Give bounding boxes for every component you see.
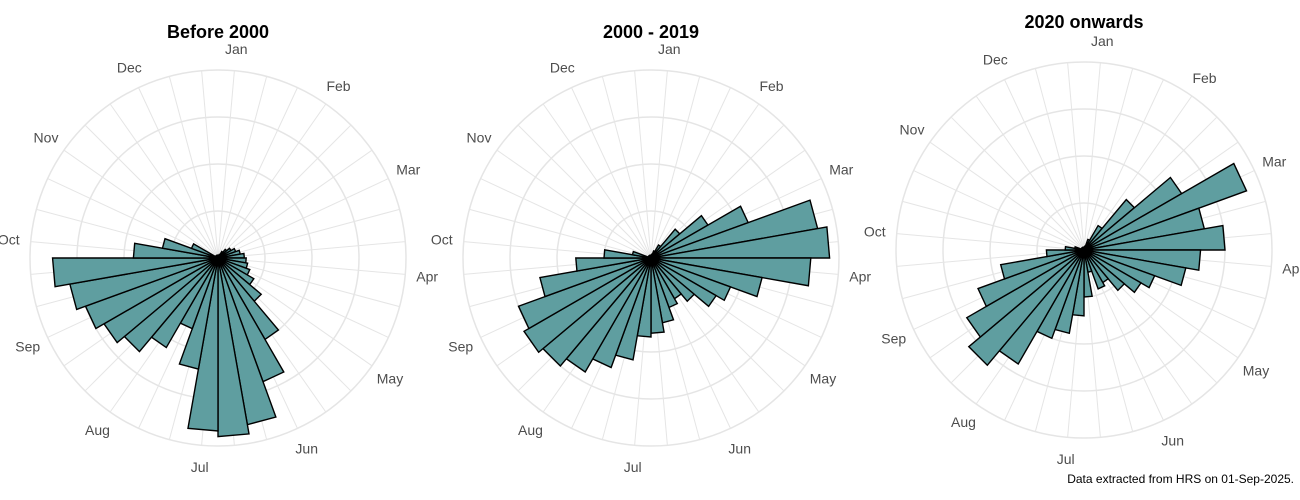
grid-spoke xyxy=(896,233,1085,251)
grid-spoke xyxy=(168,76,219,259)
month-label: Dec xyxy=(117,60,142,76)
panel-2000-2019: Jan Feb Mar Apr May Jun Jul Aug Sep Oct Nov Dec 2000… xyxy=(431,22,872,475)
grid-spoke xyxy=(217,124,352,259)
grid-spoke xyxy=(929,141,1085,251)
grid-spoke xyxy=(1083,249,1134,432)
grid-spoke xyxy=(650,103,760,259)
month-label: Sep xyxy=(881,331,906,347)
month-label: Sep xyxy=(15,339,40,355)
grid-spoke xyxy=(138,87,219,259)
grid-spoke xyxy=(63,149,219,259)
month-label: Jun xyxy=(1161,432,1184,448)
grid-spoke xyxy=(950,116,1085,251)
grid-spoke xyxy=(650,87,731,259)
month-label: Jan xyxy=(1091,33,1114,49)
grid-spoke xyxy=(975,95,1085,251)
month-label: Dec xyxy=(550,60,575,76)
grid-spoke xyxy=(1083,62,1101,251)
grid-spoke xyxy=(469,208,652,259)
grid-ring xyxy=(462,69,840,447)
bar-wedge xyxy=(999,249,1085,280)
grid-spoke xyxy=(217,178,389,259)
grid-spoke xyxy=(217,87,298,259)
month-label: Nov xyxy=(467,130,492,146)
grid-spoke xyxy=(1034,68,1085,251)
data-source-caption: Data extracted from HRS on 01-Sep-2025. xyxy=(1067,472,1294,486)
month-label: Jun xyxy=(295,440,318,456)
grid-spoke xyxy=(650,76,701,259)
panel-title: Before 2000 xyxy=(167,22,269,42)
month-label: Feb xyxy=(1192,70,1216,86)
grid-spoke xyxy=(1067,62,1085,251)
month-label: Jul xyxy=(624,459,642,475)
month-label: May xyxy=(1243,363,1269,379)
month-label: Aug xyxy=(85,422,110,438)
month-label: May xyxy=(377,371,403,387)
grid-spoke xyxy=(109,103,219,259)
grid-spoke xyxy=(217,241,406,259)
grid-spoke xyxy=(217,149,373,259)
month-label: Apr xyxy=(1282,260,1300,276)
month-label: Jun xyxy=(728,440,751,456)
month-label: Feb xyxy=(326,78,350,94)
month-label: Apr xyxy=(849,268,871,284)
month-label: Mar xyxy=(396,161,420,177)
month-label: Jan xyxy=(658,41,681,57)
grid-spoke xyxy=(1083,79,1164,251)
grid-spoke xyxy=(1083,95,1193,251)
grid-spoke xyxy=(517,124,652,259)
grid-spoke xyxy=(217,257,406,275)
grid-spoke xyxy=(47,178,219,259)
month-label: Jul xyxy=(1057,451,1075,467)
month-label: Jul xyxy=(191,459,209,475)
grid-spoke xyxy=(913,170,1085,251)
grid-spoke xyxy=(217,103,327,259)
grid-spoke xyxy=(480,178,652,259)
grid-spoke xyxy=(201,70,219,259)
grid-spoke xyxy=(1083,68,1134,251)
month-label: May xyxy=(810,371,836,387)
grid-spoke xyxy=(634,70,652,259)
month-label: Oct xyxy=(431,232,453,248)
month-label: Apr xyxy=(416,268,438,284)
month-label: Mar xyxy=(1262,153,1286,169)
month-label: Mar xyxy=(829,161,853,177)
month-label: Nov xyxy=(900,122,925,138)
grid-spoke xyxy=(902,200,1085,251)
month-label: Feb xyxy=(759,78,783,94)
month-label: Oct xyxy=(0,232,20,248)
month-label: Aug xyxy=(951,414,976,430)
grid-ring xyxy=(895,61,1273,439)
grid-spoke xyxy=(217,257,400,308)
grid-spoke xyxy=(217,208,400,259)
month-label: Oct xyxy=(864,224,886,240)
grid-spoke xyxy=(84,124,219,259)
grid-ring xyxy=(29,69,407,447)
bar-wedge xyxy=(631,250,652,259)
month-label: Aug xyxy=(518,422,543,438)
grid-spoke xyxy=(496,149,652,259)
grid-spoke xyxy=(1004,79,1085,251)
grid-spoke xyxy=(217,76,268,259)
month-label: Nov xyxy=(34,130,59,146)
panel-title: 2020 onwards xyxy=(1024,12,1143,32)
grid-spoke xyxy=(571,87,652,259)
grid-spoke xyxy=(601,76,652,259)
grid-spoke xyxy=(542,103,652,259)
panel-before-2000: Jan Feb Mar Apr May Jun Jul Aug Sep Oct Nov Dec Befo… xyxy=(0,22,438,475)
bar-wedge xyxy=(190,242,219,259)
grid-spoke xyxy=(650,70,668,259)
month-label: Sep xyxy=(448,339,473,355)
panel-title: 2000 - 2019 xyxy=(603,22,699,42)
panel-2020-onwards: Jan Feb Mar Apr May Jun Jul Aug Sep Oct Nov Dec 2020… xyxy=(864,12,1300,467)
grid-spoke xyxy=(217,70,235,259)
month-label: Dec xyxy=(983,52,1008,68)
month-label: Jan xyxy=(225,41,248,57)
